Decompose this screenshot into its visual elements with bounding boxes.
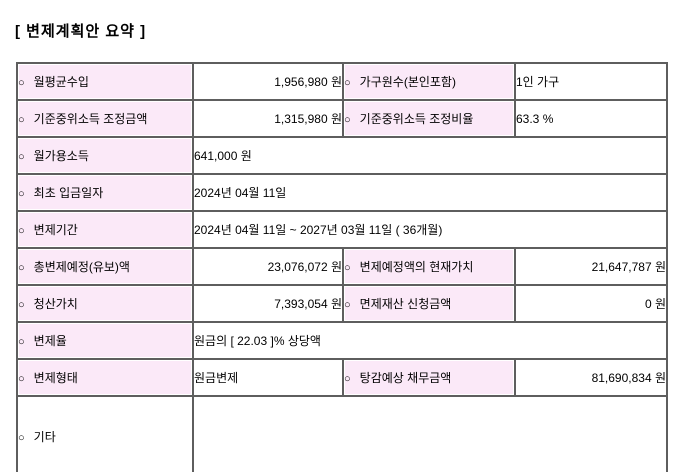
- label-median-income-adjust-amount: ○ 기준중위소득 조정금액: [16, 99, 194, 138]
- label-repayment-type: ○ 변제형태: [16, 358, 194, 397]
- label-text: 월가용소득: [33, 149, 89, 163]
- label-text: 탕감예상 채무금액: [359, 371, 452, 385]
- label-etc: ○ 기타: [16, 395, 194, 472]
- label-text: 변제기간: [33, 223, 78, 237]
- circle-bullet-icon: ○: [344, 373, 351, 385]
- label-text: 면제재산 신청금액: [359, 297, 452, 311]
- label-monthly-disposable-income: ○ 월가용소득: [16, 136, 194, 175]
- circle-bullet-icon: ○: [18, 151, 25, 163]
- value-repayment-period: 2024년 04월 11일 ~ 2027년 03월 11일 ( 36개월): [192, 210, 668, 249]
- table-row-repayment-type: ○ 변제형태 원금변제 ○ 탕감예상 채무금액 81,690,834 원: [16, 358, 668, 397]
- circle-bullet-icon: ○: [18, 114, 25, 126]
- circle-bullet-icon: ○: [344, 262, 351, 274]
- label-text: 변제율: [33, 334, 67, 348]
- value-repayment-type: 원금변제: [192, 358, 344, 397]
- value-median-income-adjust-ratio: 63.3 %: [514, 99, 668, 138]
- table-row-monthly-disposable-income: ○ 월가용소득 641,000 원: [16, 136, 668, 175]
- label-median-income-adjust-ratio: ○ 기준중위소득 조정비율: [342, 99, 516, 138]
- table-row-median-income-adjustment: ○ 기준중위소득 조정금액 1,315,980 원 ○ 기준중위소득 조정비율 63…: [16, 99, 668, 138]
- table-row-etc: ○ 기타: [16, 395, 668, 472]
- circle-bullet-icon: ○: [18, 373, 25, 385]
- value-etc: [192, 395, 668, 472]
- circle-bullet-icon: ○: [344, 114, 351, 126]
- label-text: 변제형태: [33, 371, 78, 385]
- value-monthly-avg-income: 1,956,980 원: [192, 62, 344, 101]
- label-first-deposit-date: ○ 최초 입금일자: [16, 173, 194, 212]
- value-first-deposit-date: 2024년 04월 11일: [192, 173, 668, 212]
- value-monthly-disposable-income: 641,000 원: [192, 136, 668, 175]
- label-text: 청산가치: [33, 297, 78, 311]
- circle-bullet-icon: ○: [18, 262, 25, 274]
- label-text: 최초 입금일자: [33, 186, 104, 200]
- value-liquidation-value: 7,393,054 원: [192, 284, 344, 323]
- label-text: 변제예정액의 현재가치: [359, 260, 474, 274]
- label-household-size: ○ 가구원수(본인포함): [342, 62, 516, 101]
- circle-bullet-icon: ○: [18, 299, 25, 311]
- table-row-monthly-avg-income: ○ 월평균수입 1,956,980 원 ○ 가구원수(본인포함) 1인 가구: [16, 62, 668, 101]
- label-present-value-of-repayment: ○ 변제예정액의 현재가치: [342, 247, 516, 286]
- label-text: 총변제예정(유보)액: [33, 260, 130, 274]
- table-row-repayment-rate: ○ 변제율 원금의 [ 22.03 ]% 상당액: [16, 321, 668, 360]
- table-row-liquidation-value: ○ 청산가치 7,393,054 원 ○ 면제재산 신청금액 0 원: [16, 284, 668, 323]
- label-text: 가구원수(본인포함): [359, 75, 456, 89]
- table-row-repayment-period: ○ 변제기간 2024년 04월 11일 ~ 2027년 03월 11일 ( 36…: [16, 210, 668, 249]
- circle-bullet-icon: ○: [18, 225, 25, 237]
- circle-bullet-icon: ○: [18, 188, 25, 200]
- label-liquidation-value: ○ 청산가치: [16, 284, 194, 323]
- label-text: 기준중위소득 조정비율: [359, 112, 474, 126]
- circle-bullet-icon: ○: [18, 77, 25, 89]
- circle-bullet-icon: ○: [344, 77, 351, 89]
- page-title: [ 변제계획안 요약 ]: [15, 23, 147, 40]
- label-exempt-property-amount: ○ 면제재산 신청금액: [342, 284, 516, 323]
- label-total-expected-repayment: ○ 총변제예정(유보)액: [16, 247, 194, 286]
- label-expected-debt-reduction: ○ 탕감예상 채무금액: [342, 358, 516, 397]
- label-monthly-avg-income: ○ 월평균수입: [16, 62, 194, 101]
- value-present-value-of-repayment: 21,647,787 원: [514, 247, 668, 286]
- label-text: 기준중위소득 조정금액: [33, 112, 148, 126]
- circle-bullet-icon: ○: [18, 336, 25, 348]
- summary-table: ○ 월평균수입 1,956,980 원 ○ 가구원수(본인포함) 1인 가구 ○ 기준…: [16, 62, 668, 472]
- value-expected-debt-reduction: 81,690,834 원: [514, 358, 668, 397]
- label-repayment-period: ○ 변제기간: [16, 210, 194, 249]
- label-text: 기타: [33, 429, 56, 444]
- circle-bullet-icon: ○: [18, 431, 25, 444]
- value-median-income-adjust-amount: 1,315,980 원: [192, 99, 344, 138]
- value-repayment-rate: 원금의 [ 22.03 ]% 상당액: [192, 321, 668, 360]
- circle-bullet-icon: ○: [344, 299, 351, 311]
- label-repayment-rate: ○ 변제율: [16, 321, 194, 360]
- label-text: 월평균수입: [33, 75, 89, 89]
- value-exempt-property-amount: 0 원: [514, 284, 668, 323]
- value-total-expected-repayment: 23,076,072 원: [192, 247, 344, 286]
- table-row-first-deposit-date: ○ 최초 입금일자 2024년 04월 11일: [16, 173, 668, 212]
- table-row-total-expected-repayment: ○ 총변제예정(유보)액 23,076,072 원 ○ 변제예정액의 현재가치 21…: [16, 247, 668, 286]
- value-household-size: 1인 가구: [514, 62, 668, 101]
